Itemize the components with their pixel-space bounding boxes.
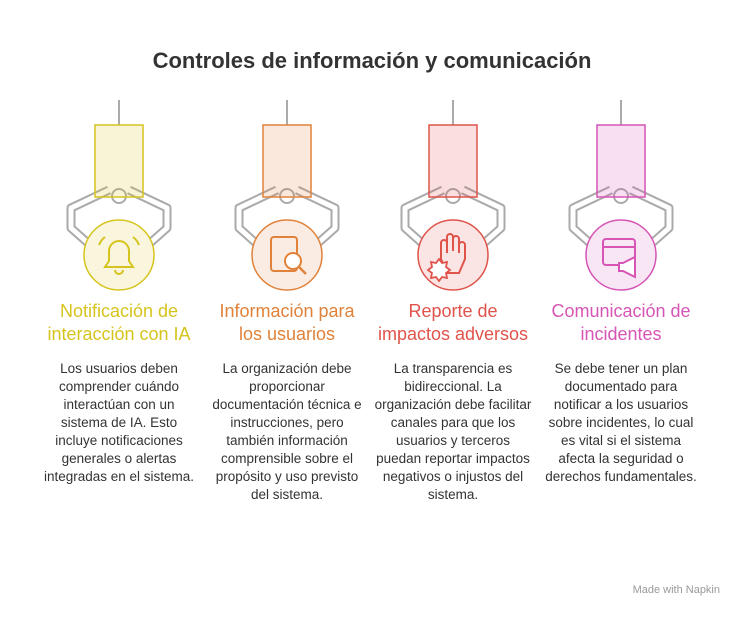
- claw-arm-inner: [629, 187, 672, 246]
- claw-arm-inner: [402, 187, 445, 246]
- claw-arm-inner: [295, 187, 338, 246]
- magnifier-handle: [298, 266, 307, 275]
- icon-fill: [586, 220, 656, 290]
- column: Información para los usuarios La organiza…: [207, 300, 367, 504]
- column-body: Los usuarios deben comprender cuándo int…: [43, 361, 195, 484]
- claw-figure: [568, 100, 674, 291]
- claw-body: [428, 124, 478, 198]
- column: Notificación de interacción con IA Los us…: [39, 300, 199, 486]
- icon-fill: [84, 220, 154, 290]
- alert-icon: [426, 257, 452, 283]
- claw-figure: [66, 100, 172, 291]
- magnifier-icon: [284, 252, 302, 270]
- claw-arm-inner: [570, 187, 613, 246]
- column-heading: Información para los usuarios: [219, 301, 355, 344]
- bell-waves: [98, 236, 140, 246]
- icon-circle: [585, 219, 657, 291]
- claw-arm-inner: [236, 187, 279, 246]
- column-heading: Notificación de interacción con IA: [47, 301, 191, 344]
- claw-hub: [445, 188, 461, 204]
- megaphone-icon: [618, 255, 636, 279]
- claw-body: [262, 124, 312, 198]
- claw-arm-inner: [127, 187, 170, 246]
- claw-arm-inner: [68, 187, 111, 246]
- column-body: Se debe tener un plan documentado para n…: [545, 361, 697, 484]
- claw-hub: [279, 188, 295, 204]
- claw-body: [596, 124, 646, 198]
- icon-fill: [418, 220, 488, 290]
- column: Comunicación de incidentes Se debe tener …: [541, 300, 701, 486]
- claw-figure: [400, 100, 506, 291]
- claw-body: [94, 124, 144, 198]
- column: Reporte de impactos adversos La transpare…: [373, 300, 533, 504]
- bell-icon: [103, 240, 135, 275]
- title: Controles de información y comunicación: [152, 48, 592, 73]
- footer: Made with Napkin: [632, 584, 720, 596]
- column-body: La transparencia es bidireccional. La or…: [374, 361, 532, 502]
- claw-figure: [234, 100, 340, 291]
- claw-hub: [613, 188, 629, 204]
- claw-hub: [111, 188, 127, 204]
- column-heading: Comunicación de incidentes: [551, 301, 691, 344]
- column-heading: Reporte de impactos adversos: [377, 301, 529, 344]
- claw-arm-inner: [461, 187, 504, 246]
- icon-circle: [83, 219, 155, 291]
- illustrations: [66, 100, 674, 291]
- hand-icon: [440, 233, 466, 274]
- column-body: La organización debe proporcionar docume…: [212, 361, 362, 502]
